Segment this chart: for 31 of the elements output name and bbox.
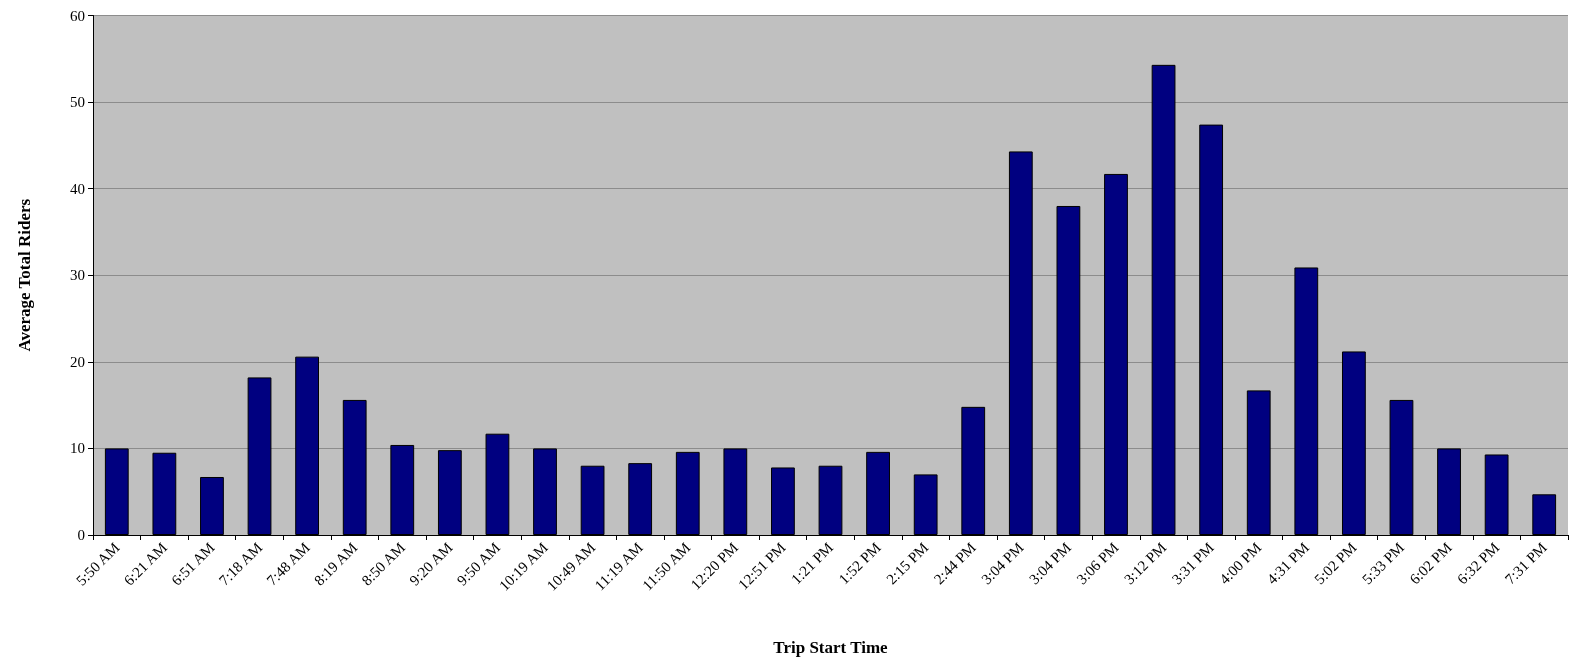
- y-axis-title: Average Total Riders: [15, 198, 34, 352]
- x-tick-label: 1:52 PM: [835, 539, 884, 588]
- x-tick-label: 4:00 PM: [1216, 539, 1265, 588]
- y-tick-label: 50: [70, 94, 85, 111]
- x-tick-label: 6:21 AM: [120, 539, 171, 589]
- x-tick-label: 6:02 PM: [1406, 539, 1455, 588]
- y-tick-label: 60: [70, 7, 85, 24]
- x-tick-label: 3:06 PM: [1073, 539, 1122, 588]
- y-tick-label: 40: [70, 180, 85, 197]
- x-tick-label: 5:02 PM: [1311, 539, 1360, 588]
- x-tick-label: 4:31 PM: [1263, 539, 1312, 588]
- x-tick-label: 6:51 AM: [168, 539, 218, 589]
- y-tick-label: 10: [70, 440, 85, 457]
- y-tick-label: 20: [70, 353, 85, 370]
- y-tick-label: 30: [70, 267, 85, 284]
- x-tick-label: 8:19 AM: [311, 539, 361, 589]
- x-tick-label: 2:15 PM: [883, 539, 932, 588]
- x-tick-label: 3:04 PM: [978, 539, 1027, 588]
- x-tick-label: 7:48 AM: [263, 539, 313, 589]
- x-tick-label: 1:21 PM: [788, 539, 837, 588]
- x-tick-label: 7:31 PM: [1501, 539, 1550, 588]
- x-axis-title: Trip Start Time: [773, 638, 889, 657]
- x-tick-label: 8:50 AM: [358, 539, 408, 589]
- x-tick-label: 3:31 PM: [1168, 539, 1217, 588]
- x-tick-label: 6:32 PM: [1454, 539, 1503, 588]
- x-tick-label: 5:33 PM: [1359, 539, 1408, 588]
- x-tick-label: 2:44 PM: [930, 539, 979, 588]
- x-tick-label: 7:18 AM: [215, 539, 266, 589]
- x-tick-label: 3:04 PM: [1025, 539, 1075, 588]
- x-tick-label: 9:20 AM: [406, 539, 456, 589]
- x-tick-label: 3:12 PM: [1121, 539, 1170, 588]
